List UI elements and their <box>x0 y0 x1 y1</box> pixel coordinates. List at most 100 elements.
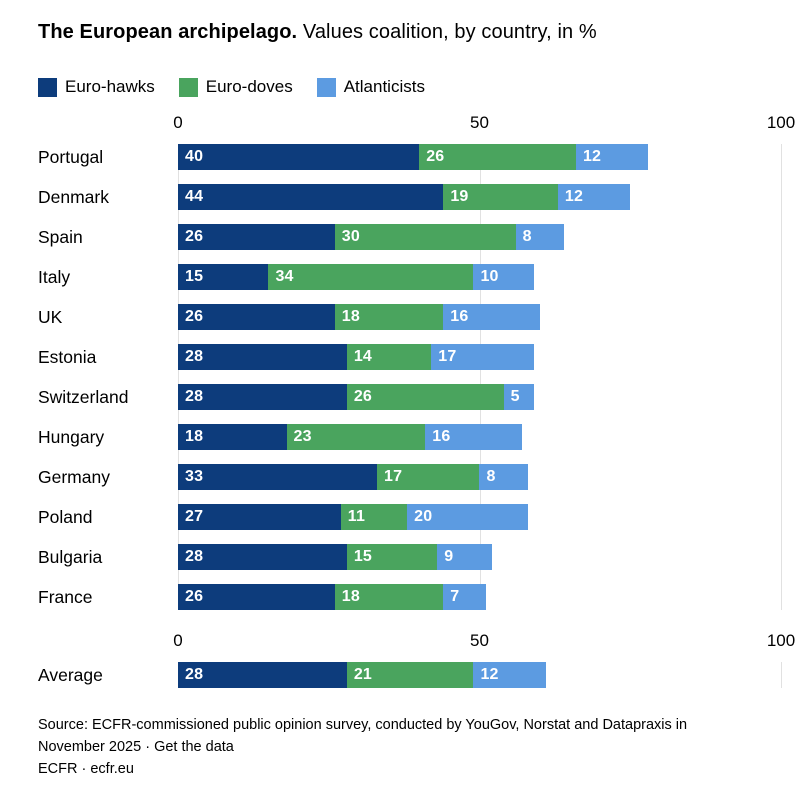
value-label: 7 <box>450 588 460 605</box>
segment-atlanticists: 7 <box>443 584 486 610</box>
value-label: 28 <box>185 666 204 683</box>
stacked-bar: 15 34 10 <box>178 264 781 290</box>
segment-atlanticists: 20 <box>407 504 528 530</box>
row-label: Denmark <box>38 187 109 207</box>
main-chart: 0 50 100 Portugal 40 26 12 Denmark 44 19 12 Spain 2… <box>38 110 795 610</box>
legend-item-atlanticists: Atlanticists <box>316 77 425 97</box>
legend-swatch-euro-hawks <box>38 77 57 97</box>
row-label: Estonia <box>38 347 97 367</box>
segment-euro-doves: 26 <box>346 384 504 410</box>
segment-atlanticists: 17 <box>431 344 534 370</box>
value-label: 17 <box>383 468 403 485</box>
value-label: 40 <box>185 148 204 165</box>
segment-atlanticists: 12 <box>557 184 631 210</box>
value-label: 12 <box>480 666 499 683</box>
x-axis-average: 0 50 100 <box>173 628 795 662</box>
row-label: Bulgaria <box>38 547 103 567</box>
row-label: Hungary <box>38 427 105 447</box>
value-label: 33 <box>185 468 204 485</box>
row-label: Germany <box>38 467 110 487</box>
segment-atlanticists: 8 <box>479 464 528 490</box>
value-label: 18 <box>341 588 360 605</box>
stacked-bar: 26 18 16 <box>178 304 781 330</box>
segment-euro-doves: 34 <box>268 264 474 290</box>
segment-euro-hawks: 28 <box>178 344 347 370</box>
bar-row-poland: Poland 27 11 20 <box>38 504 781 530</box>
legend-item-euro-hawks: Euro-hawks <box>38 77 155 97</box>
bar-row-spain: Spain 26 30 8 <box>38 224 781 250</box>
stacked-bar: 26 30 8 <box>178 224 781 250</box>
stacked-bar: 18 23 16 <box>178 424 781 450</box>
stacked-bar: 28 14 17 <box>178 344 781 370</box>
legend-label: Euro-doves <box>205 77 293 96</box>
axis-tick-50: 50 <box>470 113 489 132</box>
value-label: 23 <box>293 428 312 445</box>
row-label: France <box>38 587 93 607</box>
stacked-bar: 27 11 20 <box>178 504 781 530</box>
bar-row-bulgaria: Bulgaria 28 15 9 <box>38 544 781 570</box>
value-label: 30 <box>341 228 360 245</box>
segment-euro-doves: 21 <box>346 662 474 688</box>
legend-swatch-euro-doves <box>178 77 198 97</box>
value-label: 28 <box>185 548 204 565</box>
value-label: 11 <box>347 508 366 525</box>
segment-euro-hawks: 26 <box>178 584 335 610</box>
segment-euro-hawks: 28 <box>178 662 347 688</box>
segment-euro-doves: 19 <box>443 184 558 210</box>
segment-atlanticists: 16 <box>425 424 522 450</box>
value-label: 12 <box>564 188 584 205</box>
value-label: 9 <box>444 548 454 565</box>
value-label: 17 <box>438 348 457 365</box>
value-label: 26 <box>185 588 204 605</box>
legend-swatch-atlanticists <box>316 77 336 97</box>
bar-row-denmark: Denmark 44 19 12 <box>38 184 781 210</box>
row-label: Switzerland <box>38 387 129 407</box>
value-label: 21 <box>353 666 373 683</box>
stacked-bar: 40 26 12 <box>178 144 781 170</box>
bar-row-france: France 26 18 7 <box>38 584 781 610</box>
source-line-2-prefix: November 2025 · <box>38 739 155 755</box>
bar-row-italy: Italy 15 34 10 <box>38 264 781 290</box>
value-label: 5 <box>510 388 520 405</box>
segment-euro-doves: 18 <box>334 304 444 330</box>
x-axis-top: 0 50 100 <box>173 110 795 144</box>
segment-euro-hawks: 28 <box>178 384 347 410</box>
segment-euro-doves: 26 <box>419 144 576 170</box>
axis-tick-0: 0 <box>173 113 183 132</box>
axis-tick-100: 100 <box>766 631 796 650</box>
chart-title: The European archipelago. Values coaliti… <box>38 18 781 46</box>
segment-euro-hawks: 44 <box>178 184 444 210</box>
segment-euro-hawks: 26 <box>178 304 335 330</box>
value-label: 10 <box>480 268 499 285</box>
bar-row-estonia: Estonia 28 14 17 <box>38 344 781 370</box>
segment-euro-doves: 30 <box>334 224 516 250</box>
segment-euro-doves: 14 <box>346 344 432 370</box>
value-label: 8 <box>486 468 496 485</box>
segment-euro-doves: 17 <box>376 464 480 490</box>
value-label: 15 <box>185 268 204 285</box>
value-label: 44 <box>185 188 204 205</box>
row-label: Average <box>38 665 103 685</box>
get-the-data-link[interactable]: Get the data <box>154 739 234 755</box>
row-label: Portugal <box>38 147 104 167</box>
axis-tick-100: 100 <box>766 113 796 132</box>
value-label: 18 <box>185 428 204 445</box>
legend-label: Euro-hawks <box>65 77 155 96</box>
axis-tick-50: 50 <box>470 631 489 650</box>
segment-euro-doves: 23 <box>286 424 426 450</box>
value-label: 28 <box>185 348 204 365</box>
source-line-2: November 2025 · Get the data <box>38 736 781 758</box>
segment-euro-hawks: 26 <box>178 224 335 250</box>
average-chart: 0 50 100 Average 28 21 12 <box>38 628 795 688</box>
gridline-100 <box>781 144 782 610</box>
value-label: 26 <box>426 148 445 165</box>
segment-atlanticists: 10 <box>473 264 534 290</box>
segment-euro-hawks: 27 <box>178 504 341 530</box>
segment-atlanticists: 12 <box>473 662 546 688</box>
bar-row-germany: Germany 33 17 8 <box>38 464 781 490</box>
axis-tick-0: 0 <box>173 631 183 650</box>
segment-atlanticists: 5 <box>503 384 534 410</box>
value-label: 26 <box>353 388 373 405</box>
value-label: 26 <box>185 228 204 245</box>
